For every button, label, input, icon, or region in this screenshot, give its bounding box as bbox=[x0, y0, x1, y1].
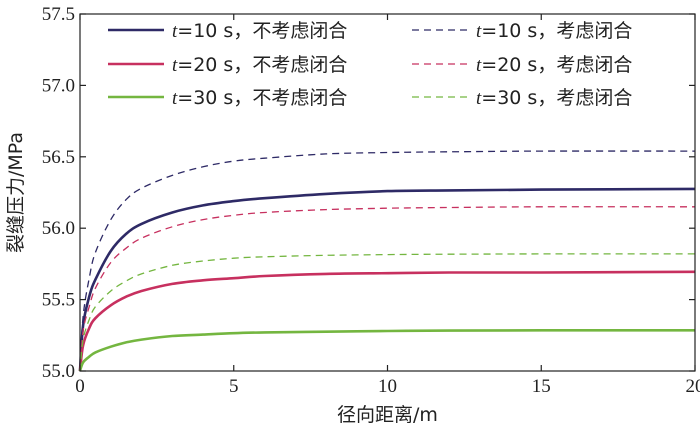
y-tick-label: 55.5 bbox=[42, 290, 75, 311]
x-tick-label: 0 bbox=[75, 376, 85, 397]
legend-label-1: t=10 s，不考虑闭合 bbox=[172, 20, 347, 42]
legend: t=10 s，不考虑闭合 t=10 s，考虑闭合 t=20 s，不考虑闭合 t=20 … bbox=[108, 20, 632, 109]
y-tick-label: 56.5 bbox=[42, 147, 75, 168]
series-layer bbox=[78, 150, 696, 372]
x-tick-label: 10 bbox=[378, 376, 397, 397]
x-tick-label: 5 bbox=[229, 376, 239, 397]
series-line-6 bbox=[79, 253, 695, 372]
series-line-4 bbox=[79, 206, 696, 372]
y-tick-label: 56.0 bbox=[42, 218, 75, 239]
y-tick-label: 55.0 bbox=[42, 361, 75, 382]
x-tick-label: 20 bbox=[686, 376, 700, 397]
y-tick-label: 57.5 bbox=[42, 4, 75, 25]
legend-label-4: t=20 s，考虑闭合 bbox=[476, 54, 632, 76]
series-line-1 bbox=[78, 187, 696, 372]
axes-layer: 0 5 10 15 20 55.0 55.5 56.0 56.5 57.0 57.5 bbox=[42, 4, 700, 397]
legend-label-3: t=20 s，不考虑闭合 bbox=[172, 54, 347, 76]
y-tick-label: 57.0 bbox=[42, 75, 75, 96]
series-line-2 bbox=[79, 150, 696, 372]
legend-label-2: t=10 s，考虑闭合 bbox=[476, 20, 632, 42]
series-line-3 bbox=[78, 270, 696, 372]
x-tick-label: 15 bbox=[532, 376, 551, 397]
series-line-5 bbox=[78, 328, 695, 372]
legend-label-5: t=30 s，不考虑闭合 bbox=[172, 87, 347, 109]
legend-label-6: t=30 s，考虑闭合 bbox=[476, 87, 632, 109]
y-axis-title: 裂缝压力/MPa bbox=[5, 132, 27, 253]
x-axis-title: 径向距离/m bbox=[337, 404, 438, 426]
